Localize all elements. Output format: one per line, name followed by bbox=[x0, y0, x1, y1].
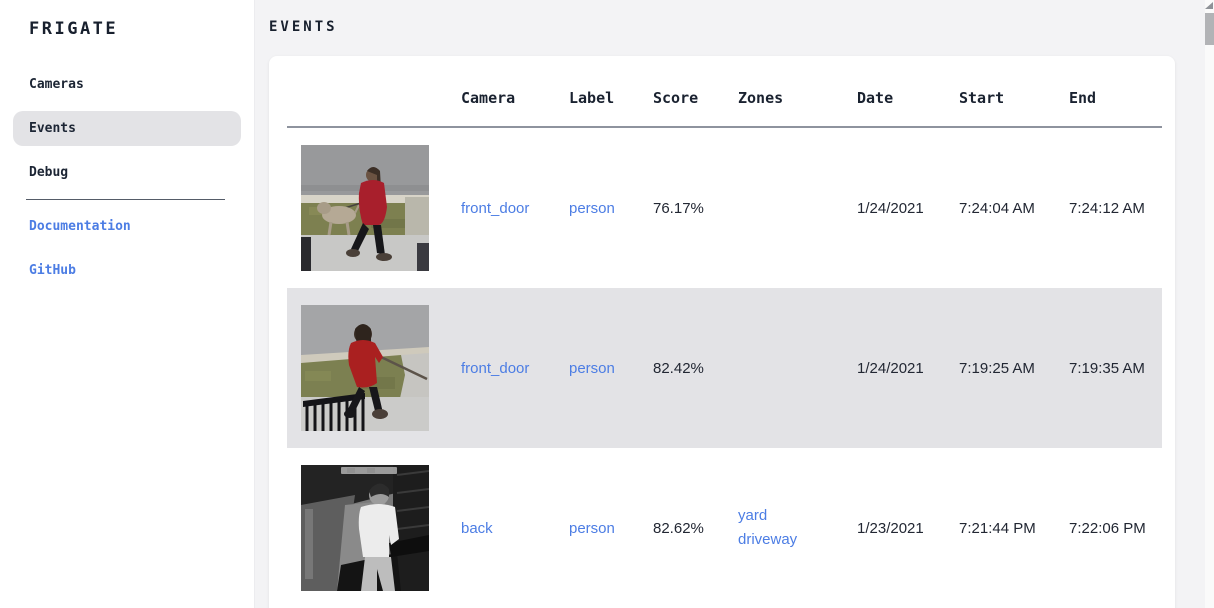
camera-cell: front_door bbox=[447, 200, 555, 217]
sidebar-link-label: GitHub bbox=[29, 263, 76, 278]
start-time: 7:21:44 PM bbox=[959, 519, 1036, 537]
date-value: 1/24/2021 bbox=[857, 359, 924, 377]
events-card: Camera Label Score Zones Date Start End bbox=[269, 56, 1175, 608]
score-value: 76.17% bbox=[653, 199, 704, 217]
zones-cell: yard driveway bbox=[724, 504, 843, 552]
scrollbar[interactable] bbox=[1205, 0, 1214, 608]
end-time: 7:24:12 AM bbox=[1069, 199, 1145, 217]
sidebar-item-label: Cameras bbox=[29, 77, 84, 92]
event-row-selected: front_door person 82.42% 1/24/2021 7:19:… bbox=[287, 288, 1162, 448]
table-header-row: Camera Label Score Zones Date Start End bbox=[287, 56, 1162, 128]
end-time: 7:19:35 AM bbox=[1069, 359, 1145, 377]
event-row: back person 82.62% yard driveway 1/23/20… bbox=[287, 448, 1162, 608]
thumbnail-cell bbox=[287, 305, 447, 431]
sidebar-divider bbox=[26, 199, 225, 200]
camera-link[interactable]: back bbox=[461, 519, 493, 537]
events-table: Camera Label Score Zones Date Start End bbox=[287, 56, 1162, 608]
column-header-date: Date bbox=[857, 89, 894, 107]
camera-link[interactable]: front_door bbox=[461, 199, 530, 217]
main-content: EVENTS Camera Label Score Zones Date Sta… bbox=[255, 0, 1214, 608]
thumbnail-cell bbox=[287, 465, 447, 591]
sidebar-nav: Cameras Events Debug Documentation GitHu… bbox=[13, 67, 241, 288]
label-link[interactable]: person bbox=[569, 199, 615, 217]
sidebar-item-label: Events bbox=[29, 121, 76, 136]
start-time: 7:24:04 AM bbox=[959, 199, 1035, 217]
label-link[interactable]: person bbox=[569, 519, 615, 537]
column-header-camera: Camera bbox=[461, 89, 516, 107]
sidebar-item-debug[interactable]: Debug bbox=[13, 155, 241, 190]
sidebar-link-documentation[interactable]: Documentation bbox=[13, 209, 241, 244]
label-cell: person bbox=[555, 520, 639, 537]
camera-link[interactable]: front_door bbox=[461, 359, 530, 377]
thumbnail-cell bbox=[287, 145, 447, 271]
score-value: 82.62% bbox=[653, 519, 704, 537]
scroll-up-arrow-icon[interactable] bbox=[1205, 2, 1213, 9]
start-time: 7:19:25 AM bbox=[959, 359, 1035, 377]
date-value: 1/23/2021 bbox=[857, 519, 924, 537]
event-thumbnail[interactable] bbox=[301, 465, 429, 591]
camera-cell: back bbox=[447, 520, 555, 537]
sidebar-link-label: Documentation bbox=[29, 219, 131, 234]
app-logo: FRIGATE bbox=[29, 19, 119, 39]
sidebar-item-label: Debug bbox=[29, 165, 69, 180]
zone-link[interactable]: driveway bbox=[738, 531, 798, 548]
zone-link[interactable]: yard bbox=[738, 507, 768, 524]
label-link[interactable]: person bbox=[569, 359, 615, 377]
column-header-thumbnail bbox=[287, 84, 447, 98]
sidebar: FRIGATE Cameras Events Debug Documentati… bbox=[0, 0, 255, 608]
camera-cell: front_door bbox=[447, 360, 555, 377]
sidebar-link-github[interactable]: GitHub bbox=[13, 253, 241, 288]
scrollbar-thumb[interactable] bbox=[1205, 13, 1214, 45]
page-title: EVENTS bbox=[269, 19, 338, 35]
sidebar-item-events[interactable]: Events bbox=[13, 111, 241, 146]
end-time: 7:22:06 PM bbox=[1069, 519, 1146, 537]
column-header-score: Score bbox=[653, 89, 699, 107]
event-thumbnail[interactable] bbox=[301, 145, 429, 271]
event-thumbnail[interactable] bbox=[301, 305, 429, 431]
date-value: 1/24/2021 bbox=[857, 199, 924, 217]
label-cell: person bbox=[555, 200, 639, 217]
column-header-label: Label bbox=[569, 89, 615, 107]
sidebar-item-cameras[interactable]: Cameras bbox=[13, 67, 241, 102]
score-value: 82.42% bbox=[653, 359, 704, 377]
column-header-start: Start bbox=[959, 89, 1005, 107]
event-row: front_door person 76.17% 1/24/2021 7:24:… bbox=[287, 128, 1162, 288]
column-header-end: End bbox=[1069, 89, 1097, 107]
label-cell: person bbox=[555, 360, 639, 377]
column-header-zones: Zones bbox=[738, 89, 784, 107]
